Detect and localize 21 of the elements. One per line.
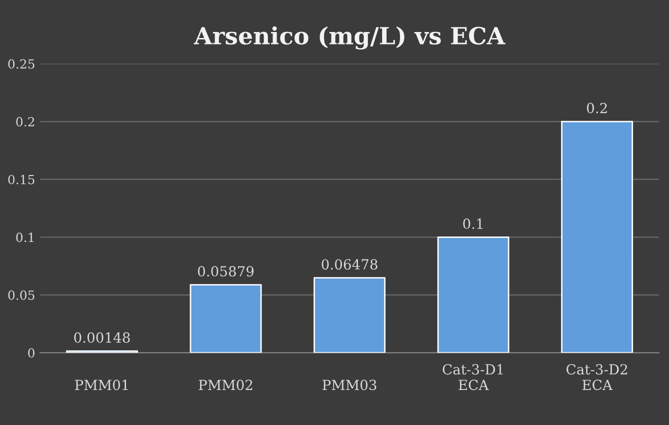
x-tick-label: Cat-3-D2 ECA [566, 364, 628, 390]
chart-title: Arsenico (mg/L) vs ECA [194, 26, 506, 50]
bar [190, 284, 262, 353]
data-label: 0.06478 [322, 259, 378, 270]
x-tick-label: PMM01 [75, 380, 128, 390]
bar [437, 236, 510, 353]
y-tick-label: 0.05 [8, 290, 34, 300]
x-tick-label: PMM02 [198, 380, 252, 390]
data-label: 0.05879 [198, 266, 254, 277]
y-tick-label: 0.25 [8, 59, 34, 69]
bar [561, 120, 634, 353]
y-tick-label: 0 [28, 348, 34, 358]
x-tick-label: PMM03 [322, 380, 376, 390]
x-tick-label: Cat-3-D1 ECA [442, 364, 503, 390]
y-tick-label: 0.1 [16, 232, 34, 242]
data-label: 0.1 [463, 218, 482, 229]
bar [314, 277, 386, 353]
y-tick-label: 0.2 [16, 117, 34, 126]
data-label: 0.2 [586, 102, 607, 114]
y-tick-label: 0.15 [8, 174, 34, 184]
data-label: 0.00148 [74, 332, 130, 343]
